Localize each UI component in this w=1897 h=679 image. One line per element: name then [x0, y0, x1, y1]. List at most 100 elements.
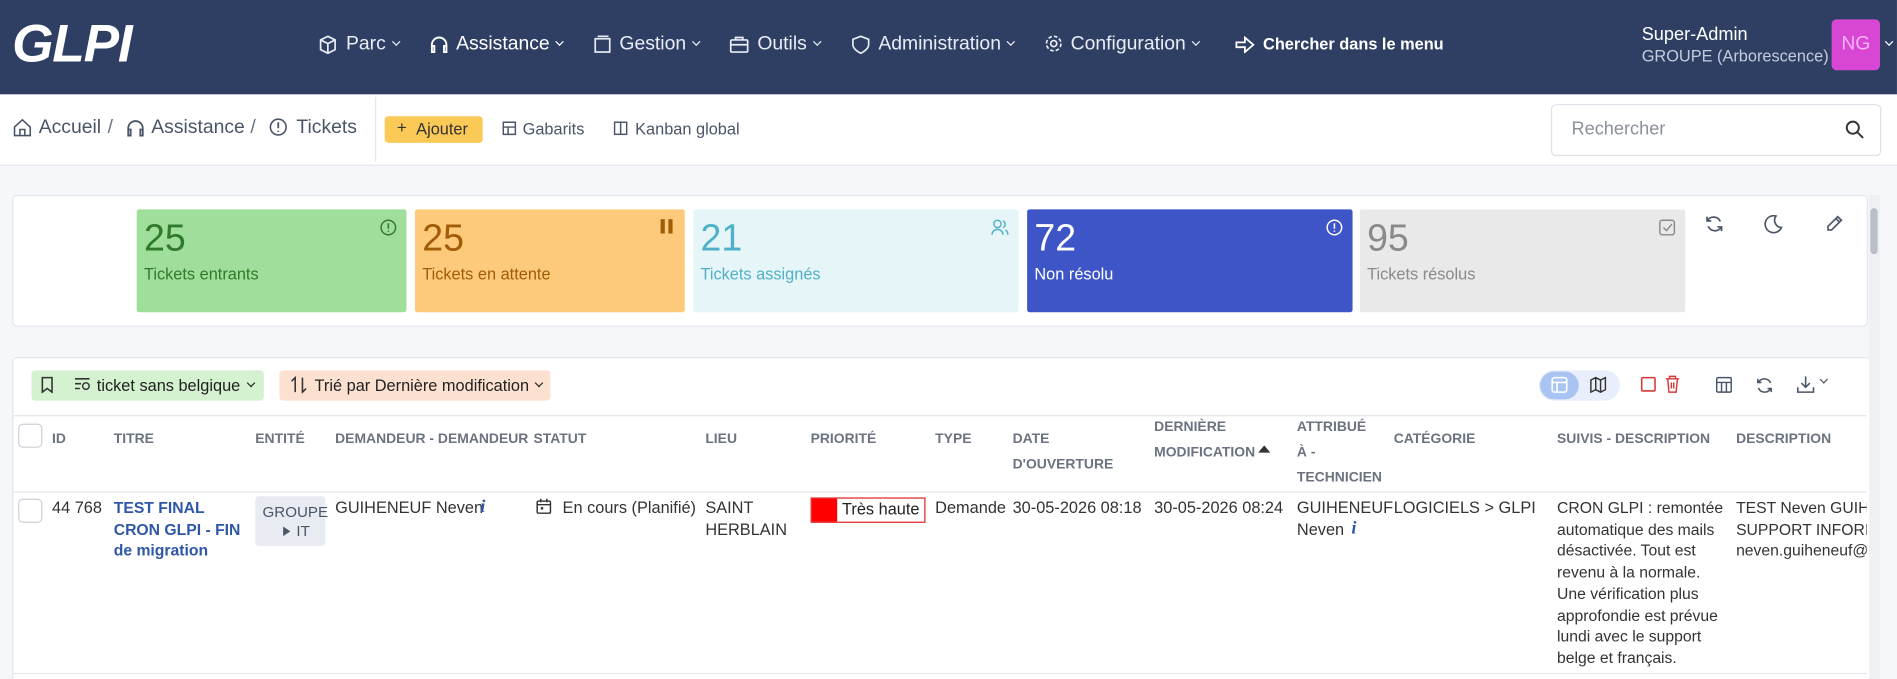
column-header[interactable]: LIEU: [705, 432, 738, 447]
icon: [729, 36, 749, 53]
dark-mode[interactable]: [1764, 214, 1783, 234]
icon: [991, 219, 1009, 235]
column-header[interactable]: TYPE: [935, 432, 972, 447]
search-icon[interactable]: [1845, 120, 1864, 139]
column-header[interactable]: DERNIÈRE MODIFICATION: [1154, 419, 1256, 460]
tile-label: Tickets résolus: [1367, 265, 1476, 284]
column-header[interactable]: DATE D'OUVERTURE: [1012, 432, 1114, 473]
refresh[interactable]: [1705, 214, 1724, 233]
export[interactable]: [1796, 375, 1815, 393]
separator: /: [107, 117, 114, 138]
sort-arrow: [1258, 445, 1271, 453]
tile[interactable]: 72 Non résolu: [1027, 209, 1353, 313]
column-header[interactable]: ID: [52, 432, 66, 447]
add-label[interactable]: Ajouter: [416, 119, 468, 138]
breadcrumb[interactable]: Accueil: [38, 117, 102, 138]
saved-search[interactable]: ticket sans belgique: [97, 376, 254, 394]
add-button[interactable]: [384, 116, 483, 143]
divider: [375, 96, 377, 163]
icon: [852, 35, 870, 55]
trash[interactable]: [1665, 375, 1681, 393]
nav-item[interactable]: Assistance: [456, 34, 563, 56]
separator: /: [250, 117, 256, 138]
entity: GROUPE: [262, 503, 329, 521]
entity-badge[interactable]: [255, 496, 326, 546]
checkbox[interactable]: [18, 498, 43, 523]
info-icon[interactable]: i: [480, 497, 486, 517]
search-placeholder[interactable]: Rechercher: [1571, 118, 1666, 140]
column-header[interactable]: STATUT: [533, 432, 587, 447]
tile-count: 25: [143, 216, 186, 260]
templates[interactable]: Gabarits: [522, 119, 585, 138]
scroll-thumb[interactable]: [1870, 208, 1878, 255]
nav-item[interactable]: Gestion: [619, 34, 699, 56]
export-menu[interactable]: [1813, 376, 1826, 391]
row-border: [13, 491, 1867, 493]
tile[interactable]: 25 Tickets en attente: [414, 209, 685, 313]
user-profile[interactable]: GROUPE (Arborescence): [1641, 47, 1829, 66]
column-header[interactable]: DEMANDEUR - DEMANDEUR: [335, 432, 529, 447]
columns[interactable]: [1715, 376, 1732, 393]
column-header[interactable]: SUIVIS - DESCRIPTION: [1557, 432, 1711, 447]
column-header[interactable]: ATTRIBUÉ À - TECHNICIEN: [1296, 419, 1382, 486]
tile-count: 95: [1367, 216, 1409, 260]
tile-label: Tickets entrants: [143, 265, 259, 284]
sort[interactable]: Trié par Dernière modification: [315, 376, 543, 394]
icon: [1659, 219, 1676, 236]
search-box[interactable]: [1550, 104, 1882, 157]
nav-item[interactable]: Parc: [346, 34, 399, 56]
column-header[interactable]: DESCRIPTION: [1736, 432, 1832, 447]
view-active[interactable]: [1540, 371, 1579, 400]
nav-item[interactable]: Configuration: [1071, 34, 1199, 56]
breadcrumb[interactable]: Assistance: [151, 117, 245, 138]
column-header[interactable]: PRIORITÉ: [810, 432, 877, 447]
column-header[interactable]: CATÉGORIE: [1393, 432, 1476, 447]
nav-item[interactable]: Administration: [878, 34, 1014, 56]
column-header[interactable]: ENTITÉ: [255, 432, 305, 447]
tile-label: Tickets en attente: [422, 265, 551, 284]
kanban[interactable]: Kanban global: [635, 119, 740, 138]
cell: 44 768: [52, 498, 102, 517]
icon: [430, 36, 448, 54]
table-view[interactable]: [1551, 376, 1568, 393]
reload[interactable]: [1755, 376, 1773, 394]
select-all[interactable]: [1640, 376, 1656, 392]
column-header[interactable]: TITRE: [113, 432, 154, 447]
cell: TEST Neven GUIHE SUPPORT INFORM neven.guih…: [1736, 497, 1867, 561]
cell: GUIHENEUF Neven: [1296, 498, 1394, 539]
user-name[interactable]: Super-Admin: [1641, 24, 1748, 45]
info-icon[interactable]: i: [1351, 519, 1357, 539]
tile[interactable]: 25 Tickets entrants: [136, 209, 407, 313]
tile[interactable]: 95 Tickets résolus: [1359, 209, 1686, 313]
breadcrumb[interactable]: Tickets: [296, 117, 357, 138]
checkbox[interactable]: [18, 423, 43, 448]
nav-item[interactable]: Outils: [757, 34, 820, 56]
ticket-link[interactable]: TEST FINAL CRON GLPI - FIN de migration: [113, 498, 241, 560]
icon: [1235, 36, 1255, 54]
icon: [380, 219, 397, 236]
row-border: [13, 672, 1867, 675]
icon: [319, 35, 336, 55]
icon: [613, 121, 628, 136]
icon: [1326, 219, 1343, 236]
logo[interactable]: GLPI: [12, 14, 133, 74]
edit[interactable]: [1824, 214, 1843, 233]
entity: IT: [296, 522, 310, 540]
tile-count: 25: [422, 216, 464, 260]
line: TEST Neven GUIHE: [1736, 498, 1867, 517]
user-menu[interactable]: [1879, 36, 1892, 53]
map-view[interactable]: [1590, 376, 1607, 394]
scrollbar[interactable]: [1869, 194, 1881, 679]
cell: SAINT HERBLAIN: [705, 498, 788, 539]
menu-search[interactable]: Chercher dans le menu: [1263, 35, 1444, 54]
tile-label: Tickets assignés: [700, 265, 821, 284]
icon: [13, 118, 32, 137]
cell: GUIHENEUF Neven: [335, 498, 484, 517]
priority: Très haute: [842, 499, 920, 519]
icon: [283, 526, 291, 537]
icon: [536, 498, 552, 514]
avatar[interactable]: NG: [1831, 19, 1881, 71]
tile[interactable]: 21 Tickets assignés: [693, 209, 1019, 313]
